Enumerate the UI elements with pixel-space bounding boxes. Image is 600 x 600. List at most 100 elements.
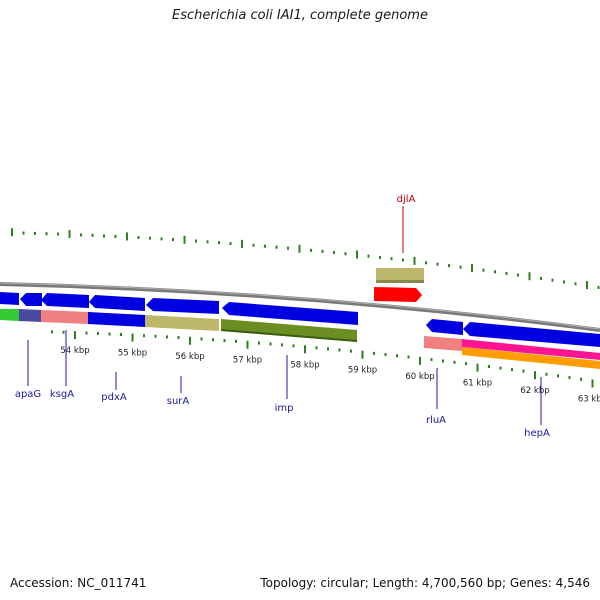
- gene-bar-imp[interactable]: [221, 319, 357, 342]
- scale-tick: [545, 372, 548, 376]
- map-title: Escherichia coli IAI1, complete genome: [172, 8, 428, 23]
- outer-tick: [275, 245, 278, 249]
- cds-arrow[interactable]: [222, 302, 358, 325]
- outer-tick: [597, 285, 600, 289]
- outer-tick: [126, 232, 128, 241]
- outer-tick: [471, 264, 473, 273]
- scale-tick: [488, 365, 490, 369]
- scale-tick: [258, 341, 260, 345]
- scale-tick: [166, 335, 168, 339]
- scale-tick: [212, 338, 214, 342]
- gene-label-pdxA[interactable]: pdxA: [101, 392, 127, 403]
- outer-tick: [574, 282, 577, 286]
- cds-arrow[interactable]: [426, 319, 463, 335]
- scale-tick: [327, 347, 329, 351]
- gene-label-apaG[interactable]: apaG: [15, 389, 41, 400]
- outer-tick: [241, 239, 243, 248]
- scale-tick: [177, 336, 180, 340]
- djlA-misc-bar[interactable]: [376, 268, 424, 283]
- outer-tick: [402, 258, 404, 262]
- scale-tick: [511, 368, 513, 372]
- scale-tick: [361, 350, 364, 359]
- gene-bar-orange[interactable]: [462, 347, 600, 369]
- gene-bar-ksgA[interactable]: [41, 310, 88, 324]
- accession-text: Accession: NC_011741: [10, 576, 147, 590]
- gene-bar-surA[interactable]: [145, 315, 219, 331]
- cds-arrow[interactable]: [20, 293, 42, 306]
- outer-tick: [540, 276, 542, 280]
- gene-bar-rluA[interactable]: [424, 336, 462, 351]
- genome-summary: Topology: circular; Length: 4,700,560 bp…: [260, 576, 590, 590]
- outer-tick: [91, 233, 94, 237]
- cds-arrow[interactable]: [0, 292, 19, 305]
- scale-tick: [143, 334, 145, 338]
- scale-tick: [350, 349, 352, 353]
- scale-label: 61 kbp: [463, 379, 492, 389]
- djlA-feature: [374, 268, 424, 302]
- scale-tick: [591, 379, 594, 388]
- inner-tick-track: [51, 330, 594, 388]
- gene-label-hepA[interactable]: hepA: [524, 428, 550, 439]
- scale-tick: [384, 353, 387, 357]
- outer-tick: [505, 271, 508, 275]
- outer-tick: [206, 240, 209, 244]
- outer-tick: [482, 268, 485, 272]
- scale-tick: [453, 360, 456, 364]
- scale-label: 60 kbp: [405, 372, 434, 382]
- outer-tick: [149, 236, 151, 240]
- gene-label-imp[interactable]: imp: [275, 403, 294, 414]
- gene-labels: apaG ksgA pdxA surA imp djlA rluA hepA: [15, 194, 550, 439]
- scale-label: 56 kbp: [175, 352, 204, 362]
- scale-tick: [85, 331, 88, 335]
- scale-tick: [568, 376, 571, 380]
- scale-tick: [465, 362, 467, 366]
- outer-tick: [195, 239, 197, 243]
- scale-label: 57 kbp: [233, 356, 262, 366]
- scale-tick: [97, 332, 99, 336]
- outer-tick: [494, 270, 496, 274]
- scale-label: 59 kbp: [348, 366, 377, 376]
- cds-arrow[interactable]: [89, 295, 145, 311]
- scale-label: 58 kbp: [290, 360, 319, 370]
- scale-tick: [522, 369, 525, 373]
- cds-arrow[interactable]: [41, 293, 89, 308]
- outer-tick: [287, 246, 289, 250]
- outer-tick: [321, 249, 324, 253]
- scale-tick: [315, 346, 318, 350]
- scale-tick: [580, 377, 582, 381]
- gene-bar-apaG[interactable]: [19, 309, 41, 322]
- outer-tick: [252, 243, 255, 247]
- gene-label-surA[interactable]: surA: [167, 396, 190, 407]
- gene-track: [0, 309, 600, 369]
- gene-bar-imp-edge: [221, 329, 357, 342]
- gene-label-rluA[interactable]: rluA: [426, 415, 446, 426]
- outer-tick: [80, 233, 82, 237]
- djlA-misc-edge: [376, 280, 424, 283]
- scale-tick: [292, 344, 295, 348]
- scale-tick: [338, 348, 341, 352]
- scale-tick: [557, 374, 559, 378]
- outer-tick: [103, 234, 105, 238]
- outer-tick-track: [11, 228, 600, 290]
- outer-tick: [160, 237, 163, 241]
- gene-bar-green[interactable]: [0, 309, 19, 321]
- outer-tick: [57, 232, 59, 236]
- gene-bar-hepA[interactable]: [462, 339, 600, 360]
- scale-tick: [235, 339, 237, 343]
- scale-tick: [74, 331, 76, 340]
- outer-tick: [379, 255, 381, 259]
- scale-tick: [281, 343, 283, 347]
- gene-bar-pdxA[interactable]: [88, 312, 145, 327]
- outer-tick: [45, 232, 48, 236]
- cds-arrow[interactable]: [463, 322, 600, 347]
- outer-tick: [528, 272, 531, 281]
- backbone: [0, 282, 600, 332]
- backbone-highlight: [0, 282, 600, 330]
- djlA-arrow[interactable]: [374, 287, 422, 302]
- cds-track: [0, 292, 600, 347]
- gene-label-djlA[interactable]: djlA: [397, 194, 416, 205]
- gene-label-ksgA[interactable]: ksgA: [50, 389, 74, 400]
- scale-tick: [62, 330, 65, 334]
- cds-arrow[interactable]: [146, 298, 219, 314]
